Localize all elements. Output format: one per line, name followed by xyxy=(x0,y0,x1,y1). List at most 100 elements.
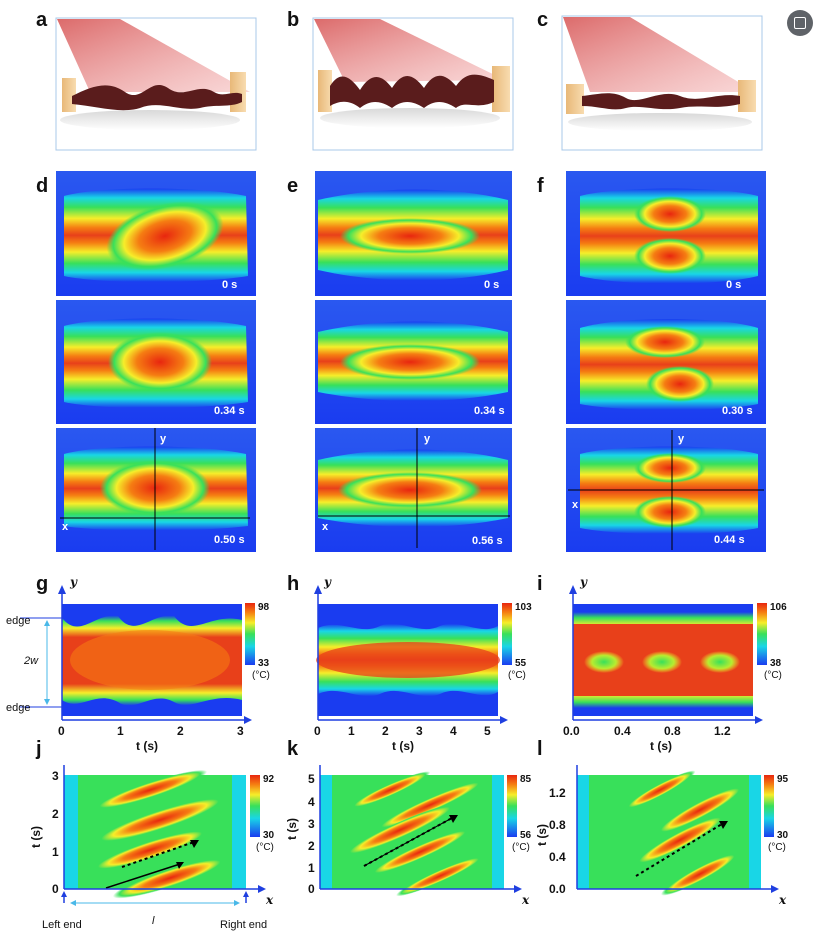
frame-time-e-2: 0.34 s xyxy=(474,405,505,417)
thermal-frame-e-2: 0.34 s xyxy=(315,300,512,424)
frame-time-f-2: 0.30 s xyxy=(722,405,753,417)
panel-letter-j: j xyxy=(35,738,42,760)
h-xtick-2: 2 xyxy=(382,724,389,738)
k-unit: (°C) xyxy=(512,842,530,853)
frame-time-d-1: 0 s xyxy=(222,279,237,291)
g-yaxis-label: y xyxy=(69,575,78,589)
frame-axis-y-e: y xyxy=(424,433,431,445)
panel-letter-f: f xyxy=(537,175,544,197)
schematic-c xyxy=(561,15,763,151)
g-xlabel: t (s) xyxy=(136,739,158,753)
schematic-a xyxy=(55,17,257,151)
frame-time-e-3: 0.56 s xyxy=(472,535,503,547)
i-xtick-3: 1.2 xyxy=(714,724,731,738)
length-label: l xyxy=(152,915,155,927)
k-ylabel: t (s) xyxy=(285,818,299,840)
l-ytick-3: 1.2 xyxy=(549,786,566,800)
k-ytick-3: 3 xyxy=(308,817,315,831)
g-unit: (°C) xyxy=(252,670,270,681)
frame-axis-x-d: x xyxy=(62,521,69,533)
thermal-frame-f-1: 0 s xyxy=(566,171,766,296)
k-cb-max: 85 xyxy=(520,774,532,785)
right-end-label: Right end xyxy=(220,919,267,931)
h-xtick-5: 5 xyxy=(484,724,491,738)
thermal-frame-e-3: y x 0.56 s xyxy=(315,428,512,552)
g-cb-max: 98 xyxy=(258,602,270,613)
frame-axis-y-f: y xyxy=(678,433,685,445)
panel-j: 3 2 1 0 t (s) x Left end Right end l 92 … xyxy=(29,765,275,931)
frame-time-f-1: 0 s xyxy=(726,279,741,291)
panel-i: y 0.0 0.4 0.8 1.2 t (s) 106 38 (°C) xyxy=(563,575,787,753)
j-ytick-1: 1 xyxy=(52,845,59,859)
h-xtick-0: 0 xyxy=(314,724,321,738)
i-xtick-0: 0.0 xyxy=(563,724,580,738)
h-xlabel: t (s) xyxy=(392,739,414,753)
j-cb-min: 30 xyxy=(263,830,275,841)
lens-icon[interactable] xyxy=(787,10,813,36)
i-cb-max: 106 xyxy=(770,602,787,613)
g-xtick-1: 1 xyxy=(117,724,124,738)
frame-axis-x-e: x xyxy=(322,521,329,533)
panel-letter-b: b xyxy=(287,9,299,31)
panel-letter-c: c xyxy=(537,9,548,31)
h-xtick-4: 4 xyxy=(450,724,457,738)
k-ytick-2: 2 xyxy=(308,839,315,853)
panel-k: 5 4 3 2 1 0 t (s) x 85 56 (°C) xyxy=(285,765,532,907)
l-ytick-1: 0.4 xyxy=(549,850,566,864)
g-xtick-2: 2 xyxy=(177,724,184,738)
frame-axis-y-d: y xyxy=(160,433,167,445)
left-end-label: Left end xyxy=(42,919,82,931)
panel-g: edge edge 2w y 0 1 2 3 t (s) 98 33 (°C) xyxy=(6,575,270,753)
frame-time-f-3: 0.44 s xyxy=(714,534,745,546)
edge-top-label: edge xyxy=(6,615,30,627)
j-cb-max: 92 xyxy=(263,774,275,785)
panel-letter-i: i xyxy=(537,573,543,595)
h-xtick-3: 3 xyxy=(416,724,423,738)
panel-letter-a: a xyxy=(36,9,48,31)
thermal-frame-f-3: y x 0.44 s xyxy=(566,428,766,552)
frame-axis-x-f: x xyxy=(572,499,579,511)
i-unit: (°C) xyxy=(764,670,782,681)
panel-letter-g: g xyxy=(36,573,48,595)
panel-letter-e: e xyxy=(287,175,298,197)
k-ytick-0: 0 xyxy=(308,882,315,896)
j-xaxis-label: x xyxy=(265,893,274,907)
panel-letter-l: l xyxy=(537,738,543,760)
j-ytick-0: 0 xyxy=(52,882,59,896)
thermal-frame-d-3: y x 0.50 s xyxy=(56,428,256,552)
l-ytick-0: 0.0 xyxy=(549,882,566,896)
j-ytick-2: 2 xyxy=(52,807,59,821)
k-xaxis-label: x xyxy=(521,893,530,907)
h-yaxis-label: y xyxy=(323,575,332,589)
g-xtick-3: 3 xyxy=(237,724,244,738)
thermal-frame-f-2: 0.30 s xyxy=(566,300,766,424)
k-ytick-1: 1 xyxy=(308,861,315,875)
edge-bottom-label: edge xyxy=(6,702,30,714)
frame-time-d-2: 0.34 s xyxy=(214,405,245,417)
k-ytick-5: 5 xyxy=(308,772,315,786)
j-ylabel: t (s) xyxy=(29,826,43,848)
panel-h: y 0 1 2 3 4 5 t (s) 103 55 (°C) xyxy=(314,575,532,753)
l-cb-min: 30 xyxy=(777,830,789,841)
i-xtick-2: 0.8 xyxy=(664,724,681,738)
g-xtick-0: 0 xyxy=(58,724,65,738)
panel-letter-k: k xyxy=(287,738,299,760)
panel-letter-h: h xyxy=(287,573,299,595)
i-yaxis-label: y xyxy=(579,575,588,589)
panel-l: 1.2 0.8 0.4 0.0 t (s) x 95 30 (°C) xyxy=(535,765,789,907)
thermal-frame-d-1: 0 s xyxy=(56,171,256,296)
thermal-frame-e-1: 0 s xyxy=(315,171,512,296)
h-xtick-1: 1 xyxy=(348,724,355,738)
k-ytick-4: 4 xyxy=(308,795,315,809)
panel-letter-d: d xyxy=(36,175,48,197)
i-xlabel: t (s) xyxy=(650,739,672,753)
j-unit: (°C) xyxy=(256,842,274,853)
h-unit: (°C) xyxy=(508,670,526,681)
h-cb-max: 103 xyxy=(515,602,532,613)
width-label: 2w xyxy=(23,655,39,667)
h-cb-min: 55 xyxy=(515,658,527,669)
l-xaxis-label: x xyxy=(778,893,787,907)
j-ytick-3: 3 xyxy=(52,769,59,783)
i-xtick-1: 0.4 xyxy=(614,724,631,738)
